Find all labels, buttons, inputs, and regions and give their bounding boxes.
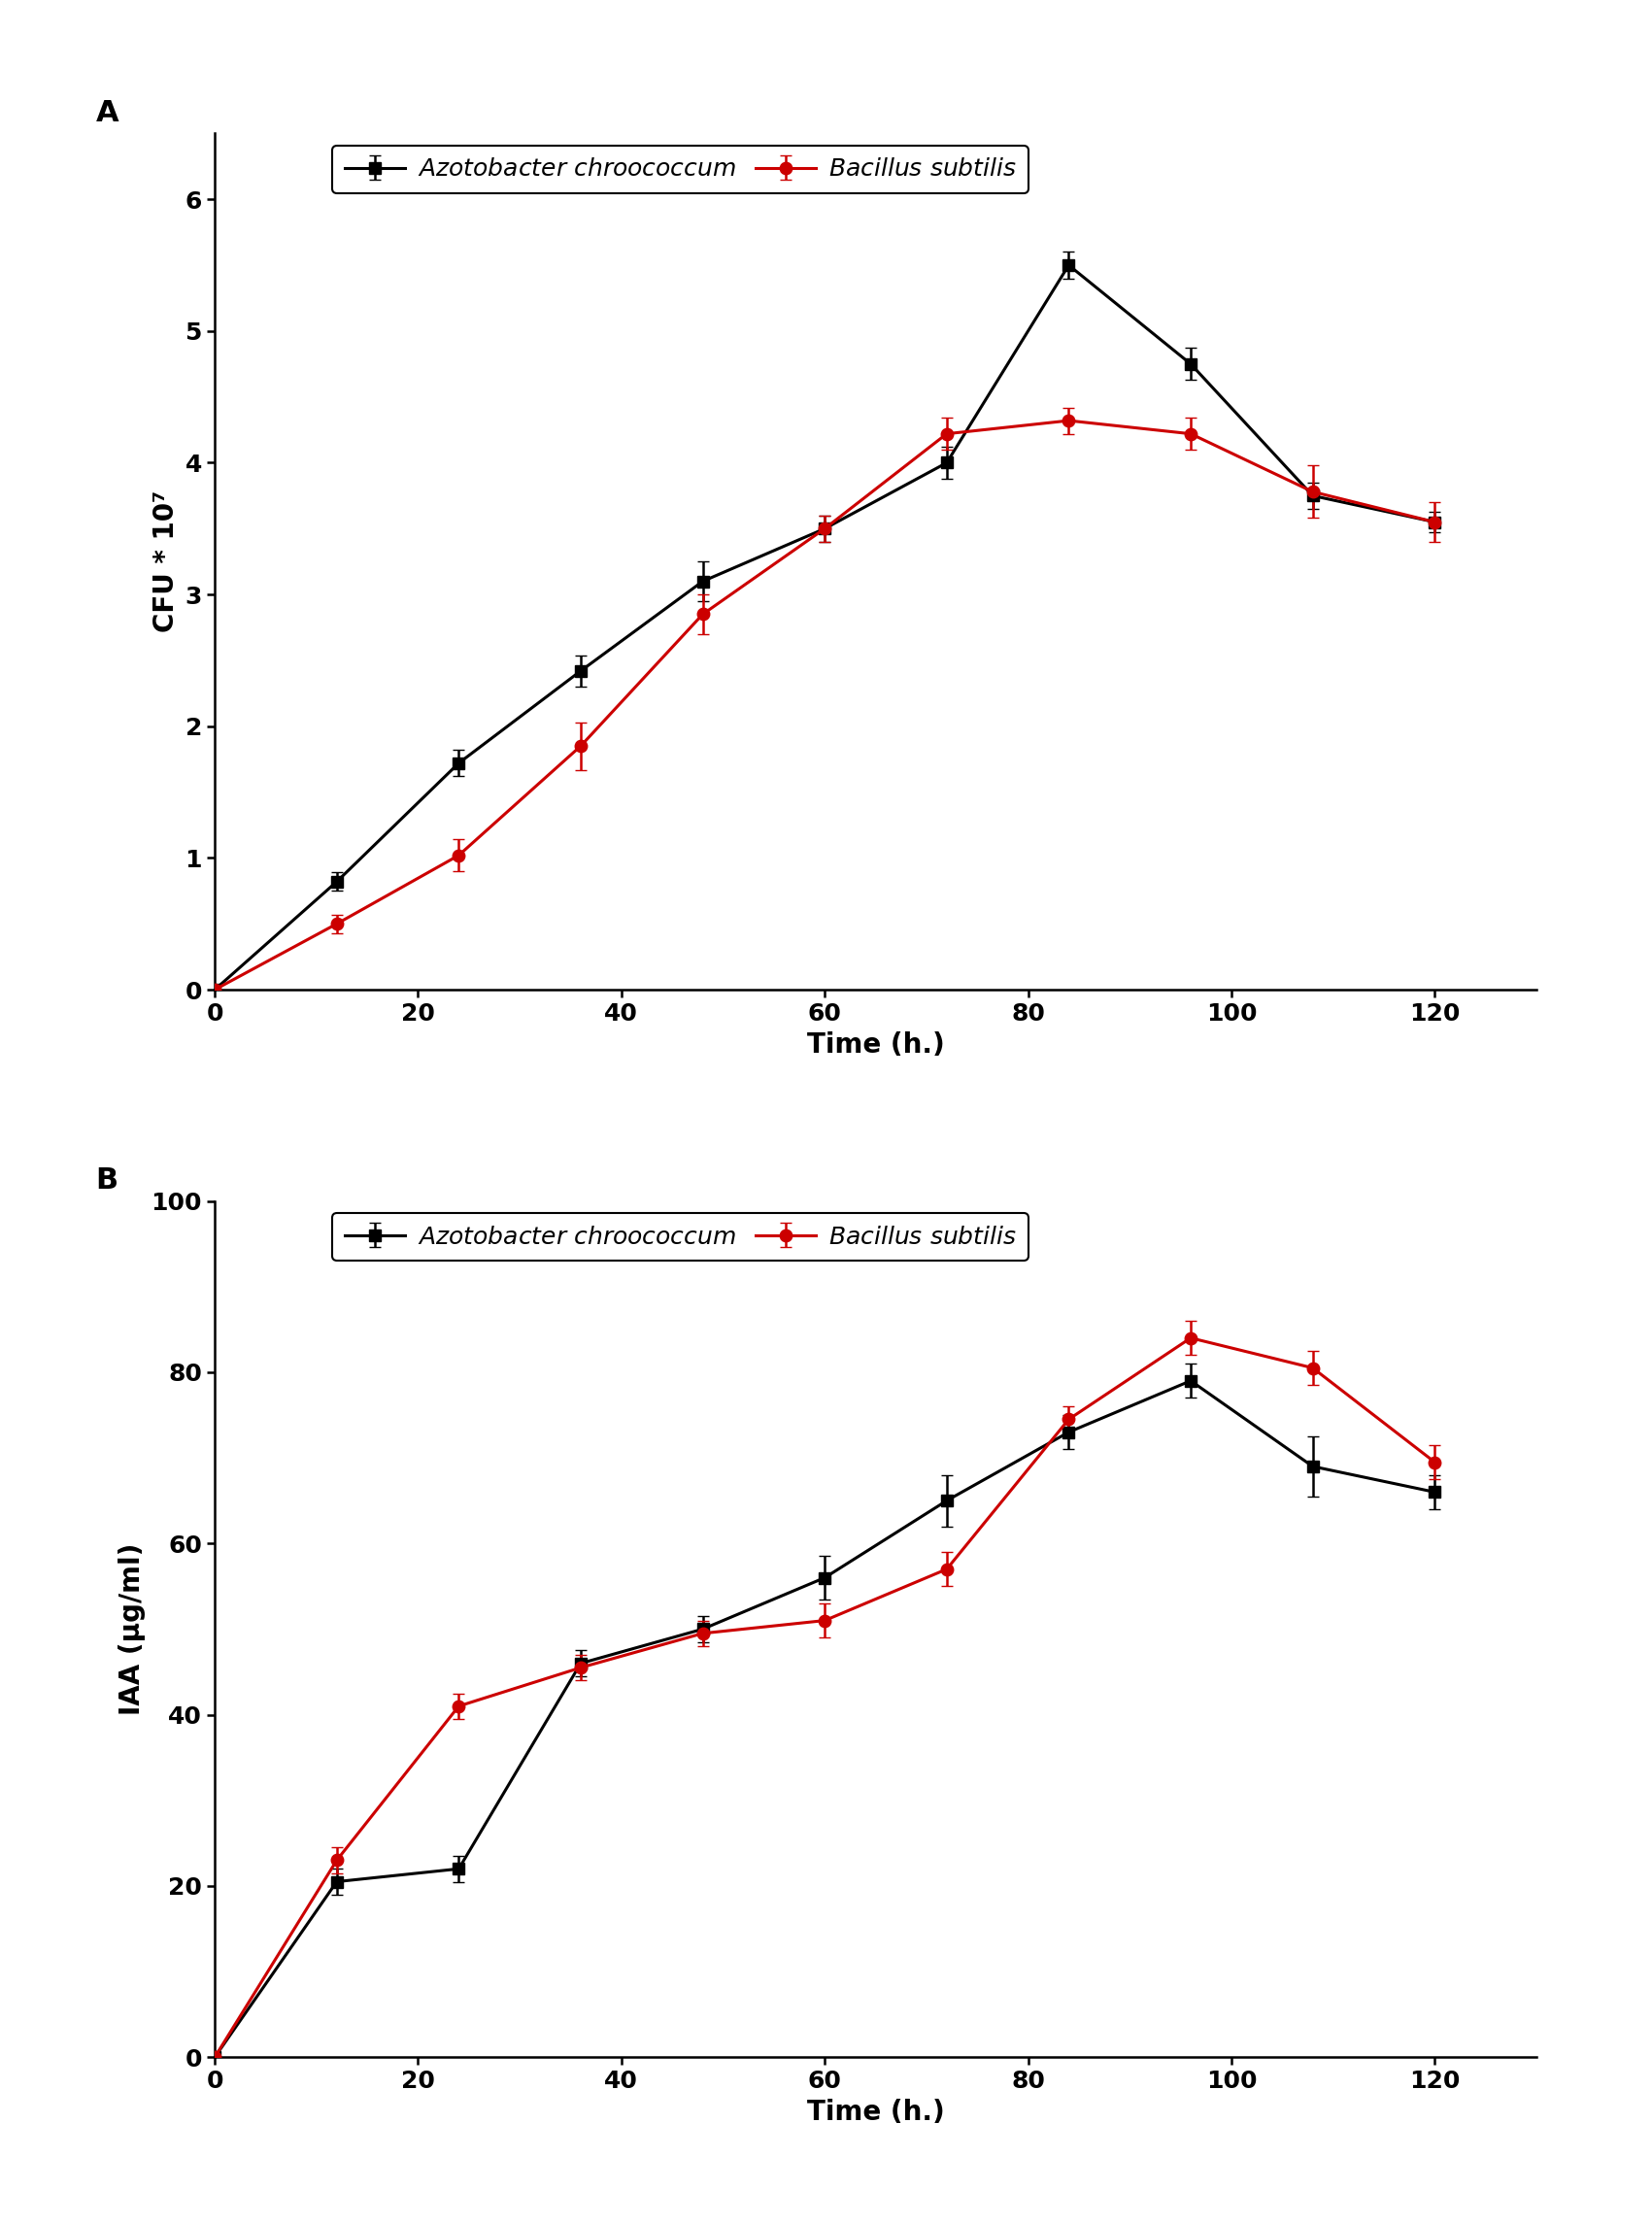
Y-axis label: IAA (µg/ml): IAA (µg/ml)	[119, 1543, 145, 1715]
Legend: $\it{Azotobacter\ chroococcum}$, $\it{Bacillus\ subtilis}$: $\it{Azotobacter\ chroococcum}$, $\it{Ba…	[332, 145, 1029, 193]
Y-axis label: CFU * 10⁷: CFU * 10⁷	[152, 492, 180, 632]
Legend: $\it{Azotobacter\ chroococcum}$, $\it{Bacillus\ subtilis}$: $\it{Azotobacter\ chroococcum}$, $\it{Ba…	[332, 1212, 1029, 1261]
X-axis label: Time (h.): Time (h.)	[806, 1032, 945, 1059]
X-axis label: Time (h.): Time (h.)	[806, 2099, 945, 2126]
Text: B: B	[96, 1168, 119, 1194]
Text: A: A	[96, 100, 119, 127]
